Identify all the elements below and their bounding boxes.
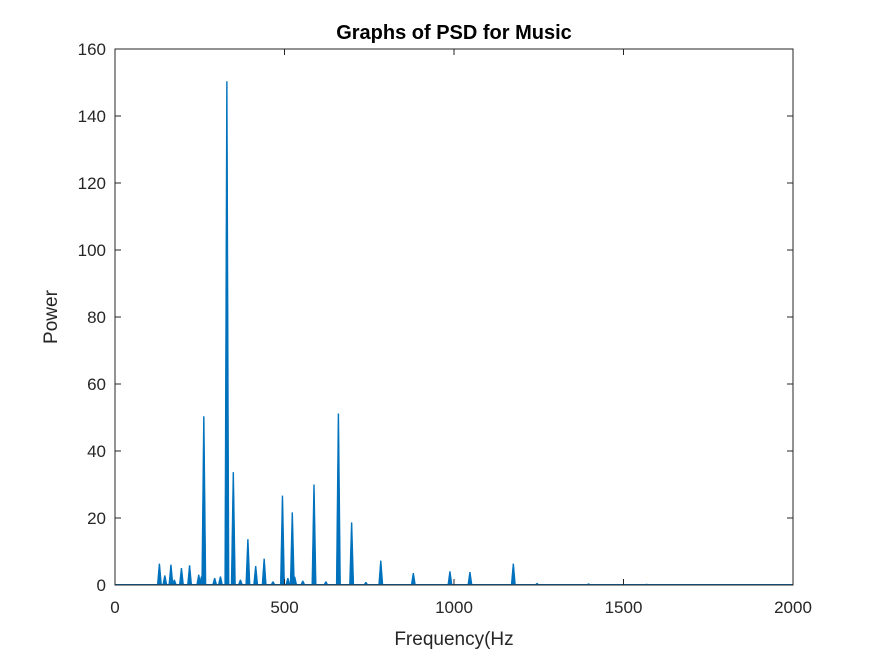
y-axis-label: Power: [41, 289, 62, 344]
y-tick-label: 0: [97, 576, 106, 595]
y-tick-label: 120: [78, 174, 106, 193]
y-tick-label: 160: [78, 40, 106, 59]
y-tick-label: 20: [87, 509, 106, 528]
x-tick-label: 1000: [435, 598, 473, 617]
tick-marks: [114, 48, 794, 586]
x-tick-label: 1500: [605, 598, 643, 617]
x-tick-label: 500: [270, 598, 298, 617]
x-tick-label: 2000: [774, 598, 812, 617]
y-tick-label: 140: [78, 107, 106, 126]
chart-title: Graphs of PSD for Music: [336, 22, 572, 44]
x-tick-labels: 0 500 1000 1500 2000: [110, 598, 812, 617]
plot-area: [114, 48, 794, 586]
axes-background: [115, 49, 793, 585]
y-tick-label: 40: [87, 442, 106, 461]
y-tick-label: 100: [78, 241, 106, 260]
y-tick-labels: 0 20 40 60 80 100 120 140 160: [78, 40, 106, 595]
y-tick-label: 80: [87, 308, 106, 327]
y-tick-label: 60: [87, 375, 106, 394]
x-axis-label: Frequency(Hz: [394, 629, 513, 650]
x-tick-label: 0: [110, 598, 119, 617]
